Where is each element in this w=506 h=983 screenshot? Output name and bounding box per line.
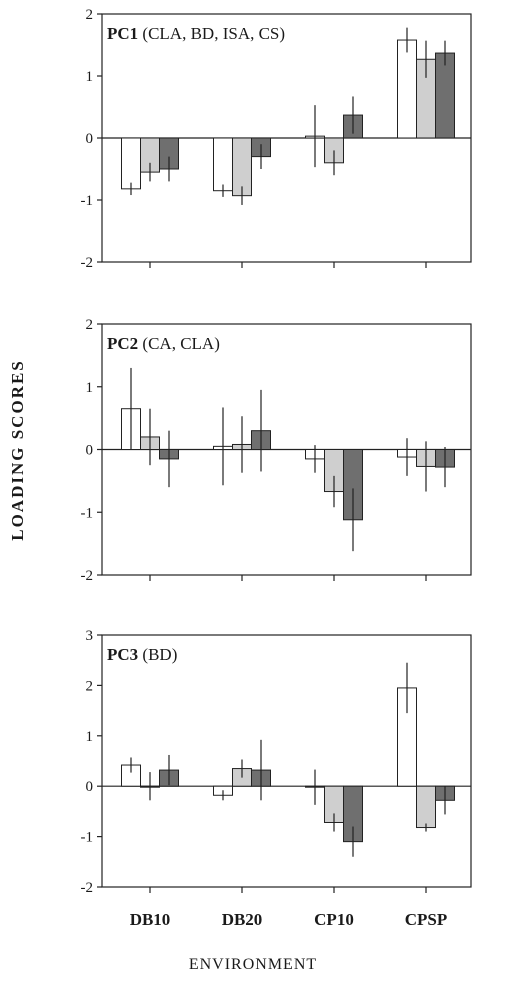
panel-title-bold: PC1 <box>107 24 138 43</box>
y-tick-label: 2 <box>86 317 94 333</box>
panel-title: PC1 (CLA, BD, ISA, CS) <box>107 24 285 43</box>
plot-frame <box>101 634 472 888</box>
y-tick-label: 1 <box>86 380 94 396</box>
category-label: CPSP <box>405 910 448 929</box>
category-label: DB10 <box>130 910 171 929</box>
panel-title: PC2 (CA, CLA) <box>107 334 220 353</box>
y-tick-label: -1 <box>81 193 94 209</box>
panel-title: PC3 (BD) <box>107 645 177 664</box>
y-tick-label: 0 <box>86 443 94 459</box>
y-tick-label: 0 <box>86 779 94 795</box>
category-label: DB20 <box>222 910 263 929</box>
y-tick-label: -2 <box>81 568 94 584</box>
panel-title-rest: (CA, CLA) <box>138 334 220 353</box>
y-tick-label: -2 <box>81 255 94 271</box>
y-tick-label: 2 <box>86 7 94 23</box>
y-tick-label: 3 <box>86 628 94 644</box>
category-label: CP10 <box>314 910 354 929</box>
y-tick-label: -1 <box>81 830 94 846</box>
bar <box>121 137 141 190</box>
panel-title-bold: PC2 <box>107 334 138 353</box>
bar <box>213 137 233 192</box>
bar <box>416 785 436 829</box>
panel-title-bold: PC3 <box>107 645 138 664</box>
y-axis-label-text: LOADING SCORES <box>8 359 27 541</box>
panel-title-rest: (CLA, BD, ISA, CS) <box>138 24 285 43</box>
panel-title-rest: (BD) <box>138 645 177 664</box>
bar <box>435 52 455 139</box>
x-axis-label: ENVIRONMENT <box>188 956 318 973</box>
y-tick-label: 1 <box>86 729 94 745</box>
y-tick-label: -1 <box>81 505 94 521</box>
y-tick-label: 1 <box>86 69 94 85</box>
bar <box>397 39 417 139</box>
y-tick-label: 2 <box>86 678 94 694</box>
y-tick-label: 0 <box>86 131 94 147</box>
y-tick-label: -2 <box>81 880 94 896</box>
